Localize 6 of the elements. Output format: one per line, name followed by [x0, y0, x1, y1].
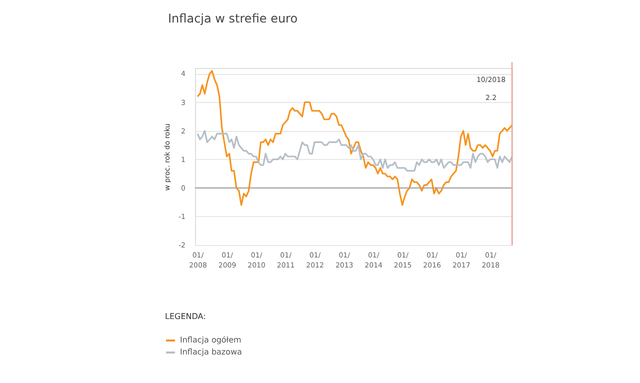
line-series: [196, 70, 512, 206]
line-series: [196, 130, 512, 172]
legend-label: Inflacja ogółem: [180, 336, 242, 344]
chart-title: Inflacja w strefie euro: [168, 11, 298, 26]
legend-title: LEGENDA:: [165, 312, 206, 321]
legend-label: Inflacja bazowa: [180, 348, 242, 356]
